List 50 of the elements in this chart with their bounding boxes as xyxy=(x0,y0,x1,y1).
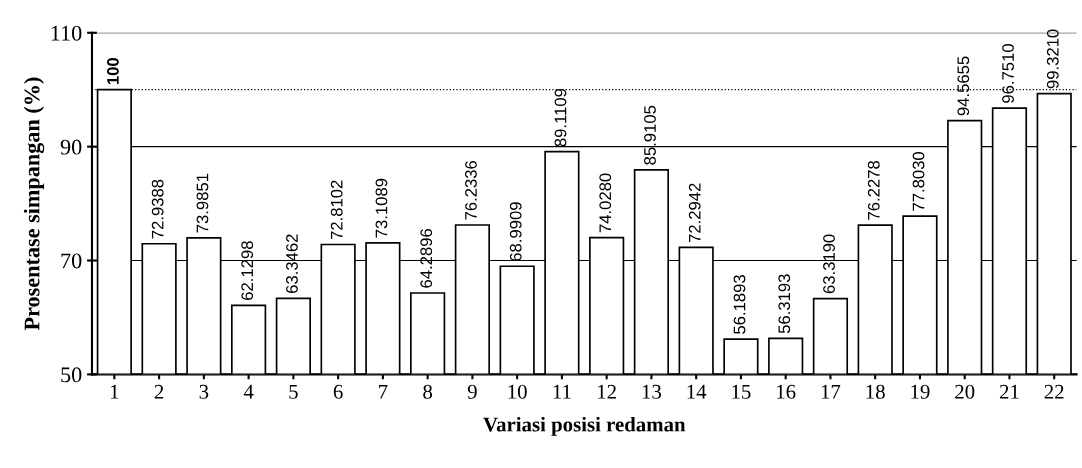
x-tick-label: 12 xyxy=(598,384,616,399)
data-label: 72.8102 xyxy=(330,180,343,240)
y-axis-title: Prosentase simpangan (%) xyxy=(23,77,45,331)
x-tick-label: 2 xyxy=(154,384,164,399)
x-axis-title: Variasi posisi redaman xyxy=(483,416,686,436)
x-tick-label: 19 xyxy=(911,384,930,399)
x-tick-label: 18 xyxy=(866,384,885,399)
y-tick-label: 110 xyxy=(51,25,82,41)
data-label: 100 xyxy=(107,58,119,85)
data-label: 76.2336 xyxy=(465,160,477,220)
data-label: 56.3193 xyxy=(778,274,791,334)
x-tick-label: 17 xyxy=(821,384,841,399)
data-label: 96.7510 xyxy=(1002,44,1014,103)
data-label: 94.5655 xyxy=(957,56,970,116)
data-label: 73.9851 xyxy=(196,173,209,233)
data-label: 76.2278 xyxy=(867,160,880,220)
data-label: 68.9909 xyxy=(509,202,522,261)
x-tick-label: 11 xyxy=(553,384,571,399)
data-label: 77.8030 xyxy=(912,151,925,211)
y-tick-label: 50 xyxy=(61,367,82,383)
data-label: 73.1089 xyxy=(375,178,388,238)
data-label: 62.1298 xyxy=(241,241,254,300)
x-tick-label: 22 xyxy=(1044,384,1064,399)
data-label: 64.2896 xyxy=(420,228,433,288)
data-label: 72.2942 xyxy=(688,183,701,243)
x-tick-label: 21 xyxy=(999,384,1019,399)
x-tick-label: 15 xyxy=(732,384,751,399)
x-tick-label: 1 xyxy=(110,384,119,399)
data-label: 63.3190 xyxy=(823,234,835,294)
x-tick-label: 20 xyxy=(955,384,975,399)
x-tick-label: 8 xyxy=(423,384,433,399)
x-tick-label: 6 xyxy=(333,384,343,399)
x-tick-label: 14 xyxy=(687,384,707,399)
x-tick-label: 13 xyxy=(642,384,662,399)
data-label: 89.1109 xyxy=(554,88,567,147)
x-tick-label: 3 xyxy=(199,384,209,399)
x-tick-label: 4 xyxy=(243,384,254,399)
x-tick-label: 5 xyxy=(289,384,298,399)
y-tick-label: 70 xyxy=(61,253,82,269)
x-tick-label: 16 xyxy=(777,384,796,399)
data-label: 72.9388 xyxy=(151,179,164,239)
data-label: 56.1893 xyxy=(733,275,746,334)
y-tick-label: 90 xyxy=(60,139,82,155)
x-tick-label: 10 xyxy=(508,384,527,399)
x-tick-label: 9 xyxy=(467,384,477,399)
x-tick-label: 7 xyxy=(379,384,388,399)
data-label: 99.3210 xyxy=(1046,29,1059,89)
data-label: 63.3462 xyxy=(286,234,298,294)
data-label: 85.9105 xyxy=(644,105,656,165)
data-label: 74.0280 xyxy=(599,173,612,233)
